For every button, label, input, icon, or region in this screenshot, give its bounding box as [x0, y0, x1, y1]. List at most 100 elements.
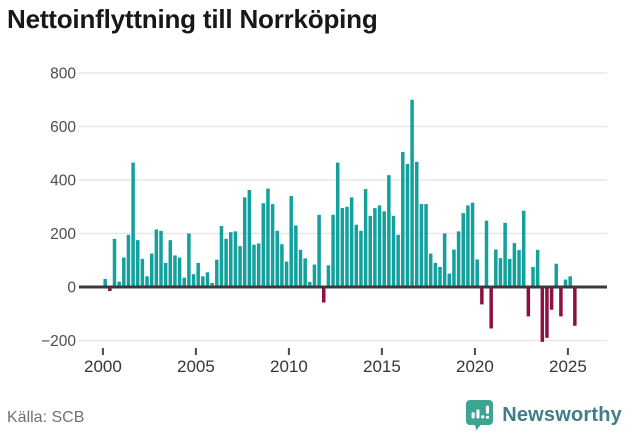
bar-positive — [494, 249, 498, 287]
bar-negative — [545, 287, 549, 338]
y-axis-label: 200 — [50, 226, 76, 243]
bar-negative — [322, 287, 326, 303]
bar-positive — [531, 266, 535, 287]
bar-positive — [112, 238, 117, 287]
bar-positive — [377, 205, 382, 287]
bar-positive — [396, 234, 400, 287]
bar-positive — [498, 258, 503, 287]
bar-positive — [359, 230, 363, 287]
bar-positive — [103, 278, 107, 288]
bar-positive — [354, 224, 359, 287]
x-axis-label: 2005 — [177, 357, 215, 376]
bar-positive — [335, 162, 340, 287]
bar-positive — [349, 197, 354, 287]
bar-positive — [131, 162, 135, 287]
bar-positive — [233, 231, 238, 287]
bar-positive — [317, 214, 321, 287]
bar-positive — [159, 230, 163, 287]
bar-positive — [238, 246, 242, 287]
bar-positive — [438, 266, 442, 287]
x-axis-label: 2000 — [84, 357, 122, 376]
bar-positive — [447, 273, 452, 288]
bar-positive — [508, 258, 512, 287]
bar-positive — [205, 272, 210, 287]
bar-positive — [242, 197, 247, 287]
bar-positive — [252, 244, 256, 288]
bar-positive — [382, 211, 386, 287]
bar-positive — [126, 234, 131, 287]
bar-positive — [326, 265, 331, 287]
brand-name: Newsworthy — [502, 403, 622, 426]
bar-positive — [247, 189, 252, 287]
bar-positive — [391, 215, 396, 287]
bar-positive — [345, 206, 349, 287]
bar-positive — [154, 229, 159, 287]
bar-positive — [535, 249, 540, 287]
y-axis-label: 800 — [50, 66, 76, 83]
bar-positive — [563, 279, 568, 287]
x-axis-label: 2020 — [456, 357, 494, 376]
bar-positive — [387, 175, 391, 288]
bar-positive — [256, 243, 261, 287]
bar-negative — [573, 287, 577, 326]
bar-positive — [294, 225, 298, 287]
bar-positive — [149, 253, 154, 287]
bar-positive — [187, 233, 191, 287]
y-axis-label: 0 — [67, 280, 76, 297]
bar-positive — [201, 276, 205, 287]
bar-positive — [215, 259, 219, 287]
bar-negative — [559, 287, 563, 317]
bar-negative — [480, 287, 484, 305]
bar-positive — [521, 210, 526, 287]
bar-positive — [503, 222, 507, 287]
bar-positive — [484, 220, 489, 287]
bar-positive — [368, 215, 372, 287]
bar-positive — [433, 262, 438, 288]
bar-positive — [331, 214, 335, 287]
y-axis-label: −200 — [41, 333, 76, 350]
bar-positive — [210, 282, 214, 287]
bar-positive — [568, 276, 572, 287]
bar-negative — [549, 287, 554, 310]
bar-positive — [145, 276, 149, 287]
y-axis-label: 400 — [50, 173, 76, 190]
x-axis-label: 2010 — [270, 357, 308, 376]
bar-positive — [452, 249, 456, 287]
bar-positive — [163, 262, 168, 288]
bar-positive — [308, 281, 312, 287]
bar-positive — [136, 240, 140, 287]
bar-positive — [442, 233, 447, 287]
bar-positive — [229, 232, 233, 287]
bar-positive — [275, 230, 279, 287]
bar-positive — [219, 226, 224, 287]
x-axis-label: 2015 — [363, 357, 401, 376]
bar-positive — [122, 257, 126, 287]
bar-positive — [117, 281, 121, 287]
bar-positive — [312, 264, 317, 287]
bar-positive — [280, 244, 284, 287]
bar-positive — [289, 196, 293, 287]
bar-positive — [261, 203, 266, 287]
bar-positive — [466, 205, 470, 287]
bar-positive — [191, 274, 196, 287]
bar-positive — [456, 231, 461, 287]
bar-positive — [270, 204, 275, 287]
bar-positive — [224, 238, 228, 287]
bar-positive — [168, 240, 173, 287]
bar-positive — [428, 253, 433, 287]
bar-positive — [373, 208, 377, 287]
bar-negative — [526, 287, 531, 317]
newsworthy-logo[interactable]: Newsworthy — [465, 399, 622, 431]
bar-positive — [303, 258, 307, 287]
bar-positive — [298, 249, 303, 287]
y-axis-label: 600 — [50, 119, 76, 136]
bar-negative — [489, 287, 493, 329]
bar-positive — [405, 163, 410, 287]
bar-positive — [461, 213, 465, 287]
bar-positive — [401, 151, 405, 287]
bar-positive — [182, 277, 186, 287]
bar-positive — [173, 255, 177, 288]
page-title: Nettoinflyttning till Norrköping — [7, 4, 378, 34]
bar-positive — [340, 208, 345, 287]
x-axis-label: 2025 — [549, 357, 587, 376]
